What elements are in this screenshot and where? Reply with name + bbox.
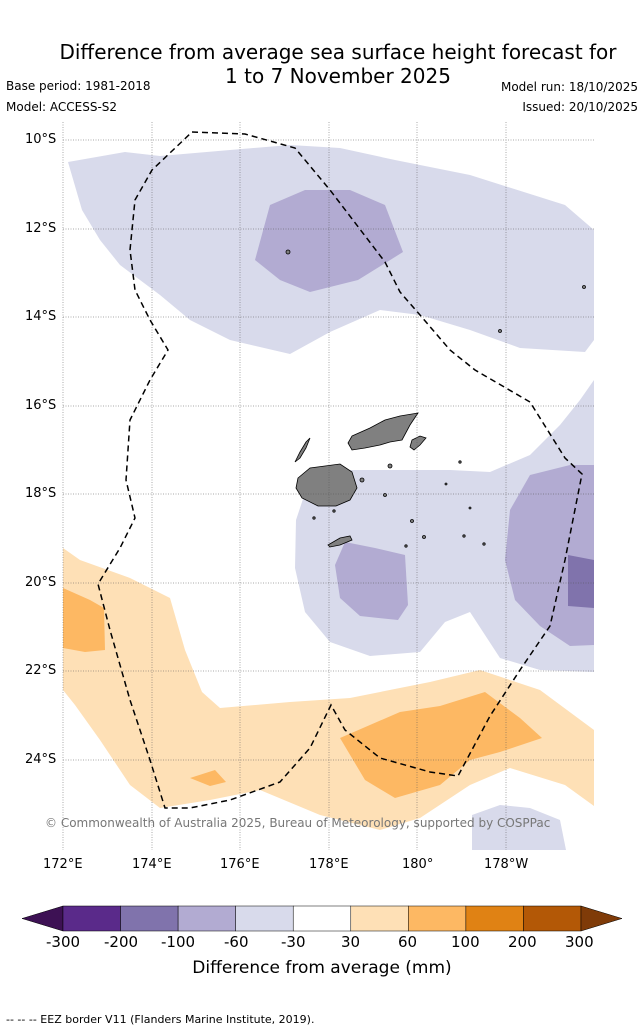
colorbar-tick: -300: [46, 933, 81, 951]
issued-date: Issued: 20/10/2025: [522, 100, 638, 114]
lon-label: 178°E: [309, 857, 349, 872]
lon-label: 172°E: [43, 857, 83, 872]
title-line-1: Difference from average sea surface heig…: [59, 40, 617, 64]
colorbar-swatch: [350, 905, 409, 932]
colorbar-tick: -100: [161, 933, 196, 951]
contour-mid-orange-west: [63, 588, 105, 652]
lat-label: 10°S: [25, 132, 57, 147]
lon-label: 174°E: [132, 857, 172, 872]
eez-legend: -- -- -- EEZ border V11 (Flanders Marine…: [6, 1013, 315, 1026]
contour-light-purple-corner: [472, 805, 566, 850]
contour-mid-purple-north: [255, 190, 403, 292]
colorbar-extension-high: [580, 905, 623, 932]
colorbar-swatch: [465, 905, 524, 932]
eez-border: [97, 131, 583, 809]
lat-label: 20°S: [25, 575, 57, 590]
map-title: Difference from average sea surface heig…: [0, 40, 644, 88]
colorbar-tick: 200: [508, 933, 537, 951]
lat-label: 18°S: [25, 486, 57, 501]
lon-label: 180°: [402, 857, 434, 872]
colorbar-tick: 100: [451, 933, 480, 951]
lon-label: 178°W: [484, 857, 529, 872]
contour-mid-purple-center: [335, 542, 408, 620]
lat-label: 14°S: [25, 309, 57, 324]
contour-mid-orange-small: [190, 770, 226, 786]
colorbar-swatch: [120, 905, 179, 932]
colorbar-tick: 300: [565, 933, 594, 951]
fiji-islands: [285, 249, 586, 548]
lat-label: 16°S: [25, 398, 57, 413]
lat-label: 12°S: [25, 221, 57, 236]
base-period: Base period: 1981-2018: [6, 79, 151, 93]
contour-mid-orange-south: [340, 692, 542, 798]
kadavu: [327, 535, 353, 548]
model-run: Model run: 18/10/2025: [500, 80, 638, 94]
taveuni: [409, 435, 427, 451]
yasawa: [294, 437, 311, 463]
colorbar-extension-low: [21, 905, 64, 932]
colorbar-swatch: [235, 905, 294, 932]
colorbar-swatch: [292, 905, 352, 932]
colorbar-tick: -60: [224, 933, 249, 951]
colorbar-swatch: [523, 905, 582, 932]
sea-level-map: [62, 122, 594, 850]
colorbar-tick: -200: [104, 933, 139, 951]
lon-label: 176°E: [220, 857, 260, 872]
vanua-levu: [347, 412, 419, 451]
contour-dark-purple-east: [568, 555, 594, 608]
title-line-2: 1 to 7 November 2025: [225, 64, 451, 88]
colorbar-label: Difference from average (mm): [192, 958, 452, 978]
copyright-notice: © Commonwealth of Australia 2025, Bureau…: [45, 816, 551, 830]
colorbar-swatch: [408, 905, 467, 932]
lat-label: 22°S: [25, 663, 57, 678]
colorbar-swatch: [177, 905, 236, 932]
colorbar: [21, 905, 623, 932]
graticule: [62, 122, 594, 850]
colorbar-tick: 30: [341, 933, 361, 951]
lat-label: 24°S: [25, 752, 57, 767]
colorbar-swatch: [62, 905, 121, 932]
model-name: Model: ACCESS-S2: [6, 100, 118, 114]
colorbar-tick: -30: [281, 933, 306, 951]
colorbar-tick: 60: [398, 933, 418, 951]
